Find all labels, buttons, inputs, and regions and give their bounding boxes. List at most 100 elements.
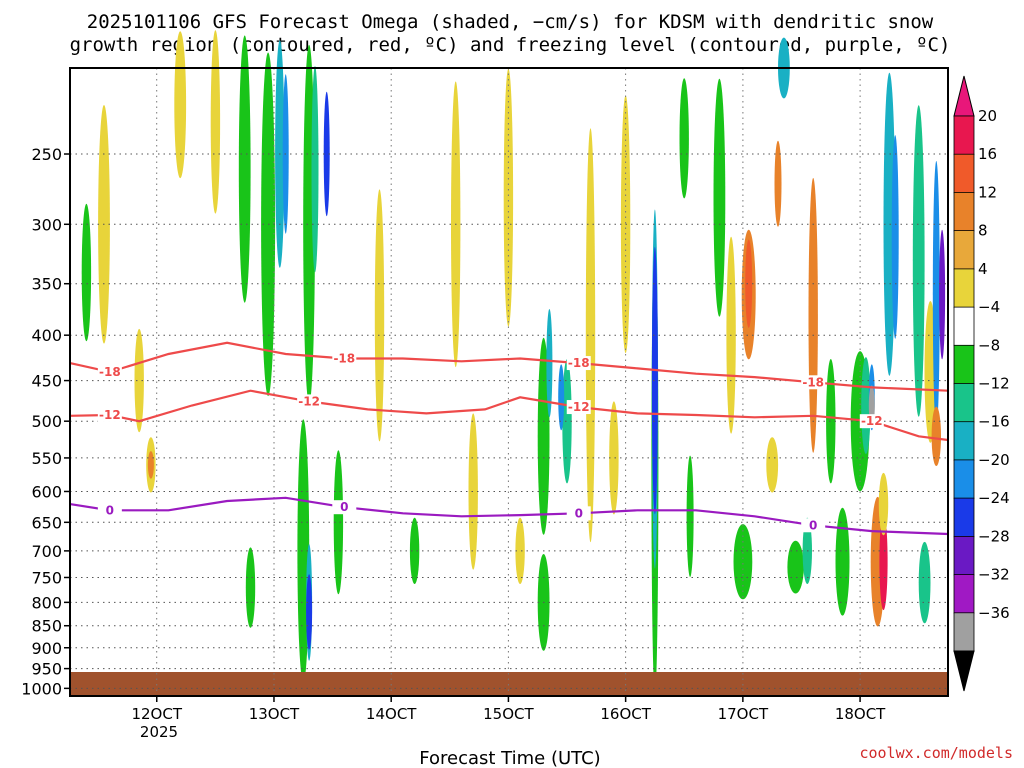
colorbar-segment-6 xyxy=(953,344,975,385)
omega-shade-17 xyxy=(245,547,256,628)
contour-line-1 xyxy=(69,389,949,442)
contour-label-0-0: -18 xyxy=(99,365,121,379)
colorbar-label-10: −24 xyxy=(978,489,1010,507)
chart-title: 2025101106 GFS Forecast Omega (shaded, −… xyxy=(70,11,951,56)
contour-label-2-2: 0 xyxy=(575,506,583,520)
omega-shade-48 xyxy=(835,507,850,616)
omega-shade-20 xyxy=(409,517,420,585)
colorbar-label-7: −12 xyxy=(978,375,1010,393)
omega-shade-4 xyxy=(147,451,154,479)
contour-line-0 xyxy=(69,341,949,392)
omega-shade-55 xyxy=(883,72,896,376)
contour-label-bg xyxy=(566,356,591,371)
omega-shade-64 xyxy=(774,140,782,227)
omega-shade-23 xyxy=(503,68,514,327)
omega-shade-35 xyxy=(651,247,658,515)
credit-label: coolwx.com/models xyxy=(859,744,1013,762)
contour-label-0-3: -18 xyxy=(802,375,824,389)
omega-shade-56 xyxy=(891,135,899,339)
colorbar-label-2: 12 xyxy=(978,183,997,201)
terrain-ground xyxy=(70,672,948,696)
x-tick-label-1: 13OCT xyxy=(249,705,300,723)
x-axis-title: Forecast Time (UTC) xyxy=(419,748,600,768)
omega-shade-0 xyxy=(81,203,92,342)
omega-shade-19 xyxy=(374,189,385,442)
colorbar-label-13: −36 xyxy=(978,604,1010,622)
y-tick-label-1: 300 xyxy=(31,215,62,234)
omega-shade-44 xyxy=(787,540,804,594)
colorbar-label-5: −4 xyxy=(978,298,1000,316)
colorbar-segment-9 xyxy=(953,459,975,499)
y-tick-label-8: 650 xyxy=(31,513,62,532)
contour-label-bg xyxy=(332,500,357,515)
y-tick-label-3: 400 xyxy=(31,326,62,345)
omega-shade-2 xyxy=(134,328,144,433)
omega-shade-59 xyxy=(932,161,940,429)
title-line-2: growth region (contoured, red, ºC) and f… xyxy=(70,34,951,56)
contour-label-bg xyxy=(97,407,122,422)
colorbar-label-3: 8 xyxy=(978,222,988,240)
colorbar-label-0: 20 xyxy=(978,107,997,125)
omega-shade-63 xyxy=(878,472,889,536)
omega-shade-50 xyxy=(861,357,871,454)
omega-shade-42 xyxy=(766,437,779,493)
omega-shade-25 xyxy=(537,337,550,535)
contour-label-2-1: 0 xyxy=(340,500,348,514)
y-tick-label-4: 450 xyxy=(31,372,62,391)
y-tick-label-13: 900 xyxy=(31,639,62,658)
colorbar-label-6: −8 xyxy=(978,336,1000,354)
contour-label-2-3: 0 xyxy=(809,518,817,532)
colorbar-segment-10 xyxy=(953,497,975,538)
title-line-1: 2025101106 GFS Forecast Omega (shaded, −… xyxy=(87,11,934,33)
contour-lines: -18 -18 -18 -18 -12 -12 -12 -12 0 0 0 0 xyxy=(69,341,949,536)
omega-shade-16 xyxy=(306,574,313,650)
contour-label-1-2: -12 xyxy=(568,400,590,414)
colorbar-segment-5 xyxy=(953,306,975,347)
y-tick-label-2: 350 xyxy=(31,275,62,294)
omega-shade-62 xyxy=(918,541,931,624)
colorbar-bottom-arrow xyxy=(953,650,975,692)
contour-label-0-1: -18 xyxy=(333,352,355,366)
omega-shade-60 xyxy=(939,229,946,360)
omega-shade-65 xyxy=(686,455,694,577)
omega-shade-47 xyxy=(826,359,836,484)
y-tick-label-7: 600 xyxy=(31,482,62,501)
y-tick-label-10: 750 xyxy=(31,568,62,587)
contour-label-bg xyxy=(566,506,591,521)
x-axis-ticks: 12OCT 13OCT 14OCT 15OCT 16OCT 17OCT 18OCT xyxy=(131,696,886,723)
omega-shade-12 xyxy=(311,66,319,273)
omega-shade-29 xyxy=(558,364,565,431)
omega-shading xyxy=(81,30,946,696)
omega-shade-7 xyxy=(238,35,251,303)
contour-label-2-0: 0 xyxy=(106,503,114,517)
contour-label-bg xyxy=(801,518,826,533)
x-tick-label-5: 17OCT xyxy=(718,705,769,723)
contour-label-1-1: -12 xyxy=(298,394,320,408)
y-tick-label-5: 500 xyxy=(31,412,62,431)
contour-label-bg xyxy=(566,400,591,415)
omega-shade-30 xyxy=(585,128,596,543)
omega-shade-37 xyxy=(713,78,726,317)
colorbar-label-11: −28 xyxy=(978,527,1010,545)
colorbar-segment-1 xyxy=(953,153,975,194)
colorbar-label-9: −20 xyxy=(978,451,1010,469)
x-year-label: 2025 xyxy=(140,723,178,741)
colorbar-segment-11 xyxy=(953,536,975,576)
omega-shade-13 xyxy=(323,91,330,217)
y-tick-label-11: 800 xyxy=(31,593,62,612)
y-tick-label-14: 950 xyxy=(31,660,62,679)
colorbar-segment-0 xyxy=(953,115,975,156)
contour-label-1-3: -12 xyxy=(861,414,883,428)
omega-shade-54 xyxy=(879,513,888,611)
colorbar-label-8: −16 xyxy=(978,413,1010,431)
contour-label-bg xyxy=(97,503,122,518)
omega-shade-36 xyxy=(679,78,689,199)
omega-shade-39 xyxy=(733,524,753,600)
colorbar-segment-3 xyxy=(953,230,975,270)
colorbar-segment-12 xyxy=(953,574,975,614)
omega-shade-28 xyxy=(562,359,572,484)
colorbar-label-12: −32 xyxy=(978,566,1010,584)
contour-label-bg xyxy=(859,414,884,429)
x-tick-label-2: 14OCT xyxy=(366,705,417,723)
x-tick-label-6: 18OCT xyxy=(835,705,886,723)
